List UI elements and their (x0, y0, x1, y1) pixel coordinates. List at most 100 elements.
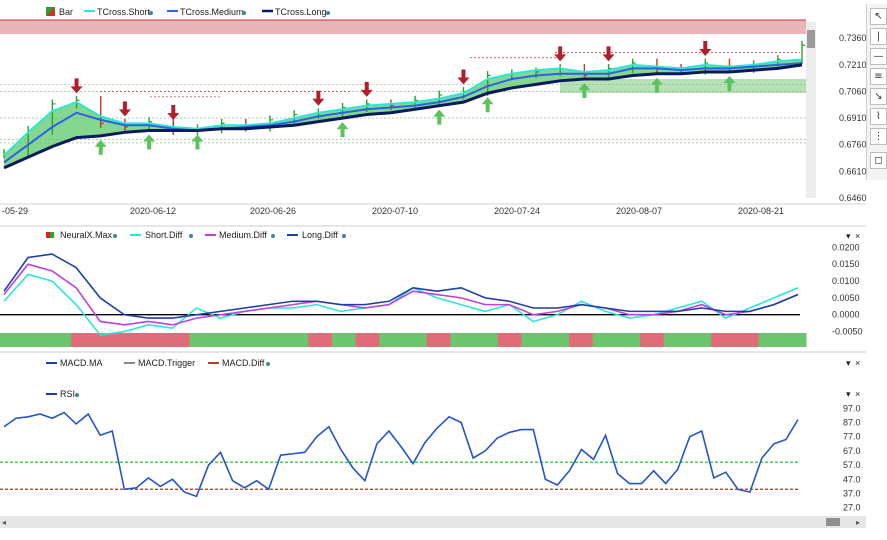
neural-state-30 (711, 333, 736, 347)
price-ytick-5: 0.7210 (839, 60, 867, 70)
sell-arrow-icon-1 (118, 101, 131, 117)
legend-short-label: TCross.Short (97, 7, 151, 17)
cursor-tool-icon[interactable]: ↖ (870, 8, 887, 25)
legend-shortdiff-label: Short.Diff (145, 230, 183, 240)
horizontal-line-tool-icon[interactable]: — (870, 48, 887, 65)
neural-state-7 (165, 333, 191, 347)
diff-legend[interactable]: NeuralX.Max Short.Diff Medium.Diff Long.… (46, 230, 346, 240)
neural-state-2 (47, 333, 72, 347)
legend-longdiff-dot-icon[interactable] (342, 234, 346, 238)
rsi-legend[interactable]: RSI (46, 389, 79, 399)
price-xtick-0: -05-29 (2, 206, 28, 216)
legend-medium-dot-icon[interactable] (242, 11, 246, 15)
more-tools-icon[interactable]: ⋮ (870, 128, 887, 145)
legend-shortdiff-dot-icon[interactable] (189, 234, 193, 238)
rsi-ytick-7: 97.0 (843, 403, 861, 413)
diff-panel-close-icon[interactable]: × (855, 231, 860, 241)
sell-arrow-icon-0 (70, 78, 83, 94)
vertical-line-tool-icon[interactable]: | (870, 28, 887, 45)
neural-state-33 (782, 333, 807, 347)
price-legend[interactable]: Bar TCross.Short TCross.Medium TCross.Lo… (46, 7, 330, 17)
legend-macddiff-dot-icon[interactable] (266, 362, 270, 366)
neural-state-3 (71, 333, 96, 347)
legend-macddiff-label: MACD.Diff (222, 358, 265, 368)
legend-rsi-dot-icon[interactable] (75, 393, 79, 397)
scroll-left-arrow-icon[interactable]: ◂ (2, 518, 7, 527)
neural-state-19 (450, 333, 475, 347)
sell-arrow-icon-8 (699, 41, 712, 57)
neural-legend-swatch-green (50, 232, 54, 238)
legend-macdtrigger-label: MACD.Trigger (138, 358, 195, 368)
pitchfork-tool-icon[interactable]: ↘ (870, 88, 887, 105)
price-xtick-1: 2020-06-12 (130, 206, 176, 216)
diff-line-short-diff (3, 273, 799, 336)
macd-legend[interactable]: MACD.MA MACD.Trigger MACD.Diff (46, 358, 270, 368)
legend-mediumdiff-dot-icon[interactable] (271, 234, 275, 238)
comment-tool-icon[interactable]: ◻ (870, 152, 887, 169)
buy-arrow-icon-2 (191, 134, 204, 150)
sell-arrow-icon-4 (360, 81, 373, 97)
legend-short-dot-icon[interactable] (149, 11, 153, 15)
neural-state-21 (497, 333, 523, 347)
legend-neural-dot-icon[interactable] (113, 234, 117, 238)
neural-state-14 (331, 333, 357, 347)
neural-state-13 (308, 333, 333, 347)
price-xtick-3: 2020-07-10 (372, 206, 418, 216)
diff-ytick-2: 0.0050 (832, 293, 860, 303)
price-vertical-scrollbar[interactable] (806, 22, 816, 198)
price-ytick-3: 0.6910 (839, 113, 867, 123)
fibonacci-tool-icon[interactable]: ⌇ (870, 108, 887, 125)
price-ytick-2: 0.6760 (839, 140, 867, 150)
rsi-ytick-3: 57.0 (843, 460, 861, 470)
rsi-panel-close-icon[interactable]: × (855, 389, 860, 399)
sell-arrow-icon-5 (457, 69, 470, 85)
diff-ytick-0: -0.0050 (832, 327, 863, 337)
macd-panel-menu-chevron-icon[interactable]: ▾ (846, 358, 851, 368)
sell-arrow-icon-3 (312, 90, 325, 106)
rsi-panel-menu-chevron-icon[interactable]: ▾ (846, 389, 851, 399)
diff-ytick-4: 0.0150 (832, 259, 860, 269)
drawing-toolbar: ↖ | — ≡ ↘ ⌇ ⋮ ◻ (866, 4, 887, 180)
neural-state-22 (521, 333, 546, 347)
buy-arrow-icon-8 (723, 75, 736, 91)
horizontal-scrollbar-thumb[interactable] (826, 518, 840, 526)
neural-state-25 (592, 333, 617, 347)
legend-long-label: TCross.Long (275, 7, 327, 17)
scroll-right-arrow-icon[interactable]: ▸ (856, 518, 861, 527)
sell-arrow-icon-2 (167, 104, 180, 120)
legend-macdma-label: MACD.MA (60, 358, 103, 368)
legend-long-dot-icon[interactable] (326, 11, 330, 15)
channel-tool-icon[interactable]: ≡ (870, 68, 887, 85)
macd-panel-close-icon[interactable]: × (855, 358, 860, 368)
diff-ytick-1: 0.0000 (832, 310, 860, 320)
diff-ytick-5: 0.0200 (832, 242, 860, 252)
sell-arrow-icon-6 (554, 46, 567, 62)
neural-state-24 (568, 333, 594, 347)
neural-state-29 (687, 333, 712, 347)
neural-state-15 (355, 333, 380, 347)
neural-state-12 (284, 333, 309, 347)
resistance-zone (0, 20, 806, 34)
rsi-line (3, 411, 799, 498)
price-xtick-4: 2020-07-24 (494, 206, 540, 216)
price-scrollbar-thumb[interactable] (807, 30, 815, 48)
neural-state-6 (142, 333, 167, 347)
neural-state-10 (237, 333, 262, 347)
legend-bar-label: Bar (59, 7, 73, 17)
neural-state-1 (23, 333, 48, 347)
price-xtick-5: 2020-08-07 (616, 206, 662, 216)
neural-state-27 (640, 333, 665, 347)
neural-state-28 (663, 333, 688, 347)
horizontal-scrollbar[interactable] (0, 516, 866, 528)
rsi-ytick-5: 77.0 (843, 432, 861, 442)
legend-rsi-label: RSI (60, 389, 75, 399)
neural-state-32 (758, 333, 783, 347)
buy-arrow-icon-7 (650, 77, 663, 93)
support-zone (560, 79, 808, 93)
neural-state-9 (213, 333, 238, 347)
diff-panel-menu-chevron-icon[interactable]: ▾ (846, 231, 851, 241)
neural-state-4 (94, 333, 120, 347)
price-xtick-2: 2020-06-26 (250, 206, 296, 216)
neural-state-0 (0, 333, 25, 347)
